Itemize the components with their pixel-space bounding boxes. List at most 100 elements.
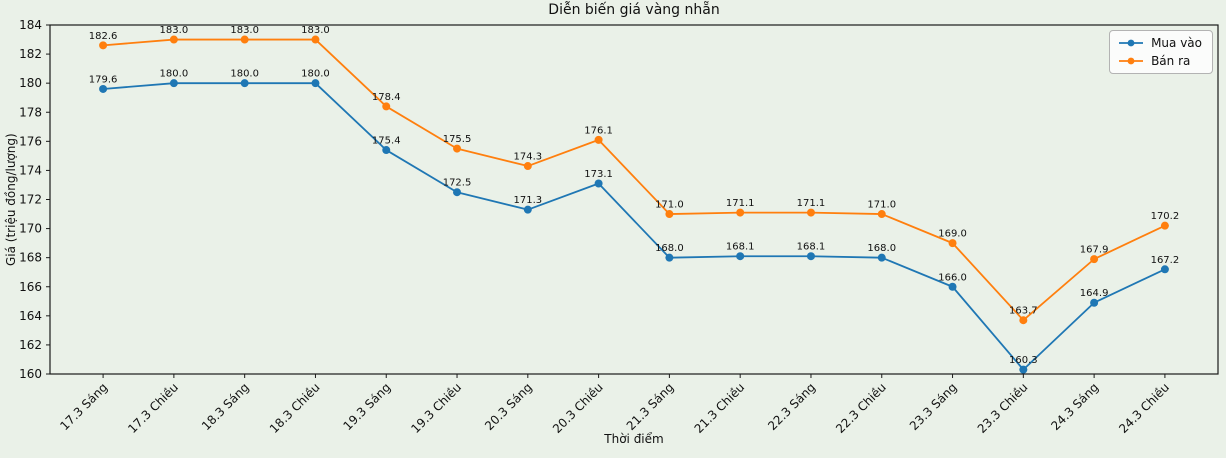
- y-tick-label: 174: [19, 163, 42, 177]
- data-point-label: 183.0: [230, 25, 259, 36]
- data-point: [806, 252, 815, 261]
- data-point-label: 164.9: [1080, 288, 1109, 299]
- x-tick-label: 24.3 Chiều: [1116, 380, 1172, 436]
- data-point-label: 168.0: [867, 243, 896, 254]
- y-tick-label: 178: [19, 105, 42, 119]
- legend-line-marker-icon: [1119, 39, 1144, 47]
- data-point-label: 160.3: [1009, 355, 1038, 366]
- data-point: [1160, 221, 1169, 230]
- y-tick-label: 176: [19, 134, 42, 148]
- y-tick-label: 168: [19, 251, 42, 265]
- x-axis-label: Thời điểm: [604, 432, 664, 446]
- data-point: [948, 239, 957, 248]
- data-point: [99, 41, 108, 50]
- data-point: [453, 188, 462, 197]
- data-point: [594, 135, 603, 144]
- y-tick-label: 172: [19, 193, 42, 207]
- data-point: [1160, 265, 1169, 274]
- plot-area: [50, 25, 1218, 374]
- y-tick-label: 184: [19, 18, 42, 32]
- data-point-label: 171.1: [797, 198, 826, 209]
- y-tick-label: 166: [19, 280, 42, 294]
- data-point-label: 172.5: [443, 178, 472, 189]
- y-tick-label: 182: [19, 47, 42, 61]
- data-point: [311, 35, 320, 44]
- x-tick-label: 23.3 Chiều: [975, 380, 1031, 436]
- x-tick-label: 24.3 Sáng: [1048, 380, 1101, 433]
- y-tick-label: 160: [19, 367, 42, 381]
- data-point-label: 171.3: [513, 195, 542, 206]
- data-point: [169, 79, 178, 88]
- x-tick-label: 22.3 Sáng: [765, 380, 818, 433]
- data-point: [1019, 316, 1028, 325]
- data-point-label: 183.0: [160, 25, 189, 36]
- x-tick-label: 17.3 Sáng: [57, 380, 110, 433]
- data-point: [736, 252, 745, 261]
- x-tick-label: 18.3 Chiều: [267, 380, 323, 436]
- data-point-label: 175.4: [372, 136, 401, 147]
- data-point: [736, 208, 745, 217]
- data-point-label: 173.1: [584, 169, 613, 180]
- data-point-label: 179.6: [89, 74, 118, 85]
- data-point: [240, 35, 249, 44]
- y-tick-label: 170: [19, 222, 42, 236]
- data-point-label: 171.0: [655, 200, 684, 211]
- data-point: [99, 84, 108, 93]
- data-point: [665, 210, 674, 219]
- data-point: [594, 179, 603, 188]
- data-point: [665, 253, 674, 262]
- data-point-label: 170.2: [1151, 211, 1180, 222]
- data-point: [311, 79, 320, 88]
- data-point: [382, 102, 391, 111]
- data-point-label: 163.7: [1009, 306, 1038, 317]
- data-point-label: 167.9: [1080, 245, 1109, 256]
- x-tick-label: 21.3 Sáng: [624, 380, 677, 433]
- data-point-label: 166.0: [938, 272, 967, 283]
- data-point-label: 174.3: [513, 152, 542, 163]
- legend-box: Mua vào Bán ra: [1109, 30, 1213, 74]
- series-line-0: [103, 82, 1166, 371]
- data-point-label: 176.1: [584, 125, 613, 136]
- data-point: [523, 205, 532, 214]
- data-point: [948, 282, 957, 291]
- x-tick-label: 23.3 Sáng: [907, 380, 960, 433]
- data-point: [523, 162, 532, 171]
- data-point: [806, 208, 815, 217]
- data-point: [877, 253, 886, 262]
- data-point: [169, 35, 178, 44]
- data-point-label: 178.4: [372, 92, 401, 103]
- legend-label-mua-vao: Mua vào: [1151, 36, 1202, 50]
- y-tick-label: 180: [19, 76, 42, 90]
- x-tick-label: 19.3 Sáng: [341, 380, 394, 433]
- data-point-label: 168.1: [726, 242, 755, 253]
- data-point: [240, 79, 249, 88]
- data-point: [1090, 255, 1099, 264]
- data-point-label: 168.1: [797, 242, 826, 253]
- x-tick-label: 21.3 Chiều: [692, 380, 748, 436]
- data-point-label: 183.0: [301, 25, 330, 36]
- plot-border: [49, 24, 1219, 375]
- data-point-label: 175.5: [443, 134, 472, 145]
- data-point-label: 168.0: [655, 243, 684, 254]
- data-point-label: 180.0: [230, 69, 259, 80]
- legend-entry-mua-vao: Mua vào: [1118, 36, 1202, 50]
- data-point-label: 171.1: [726, 198, 755, 209]
- data-point-label: 171.0: [867, 200, 896, 211]
- data-point: [382, 146, 391, 155]
- x-tick-label: 20.3 Chiều: [550, 380, 606, 436]
- data-point-label: 182.6: [89, 31, 118, 42]
- x-tick-label: 20.3 Sáng: [482, 380, 535, 433]
- y-tick-label: 164: [19, 309, 42, 323]
- x-tick-label: 17.3 Chiều: [125, 380, 181, 436]
- y-tick-label: 162: [19, 338, 42, 352]
- data-point-label: 169.0: [938, 229, 967, 240]
- data-point-label: 180.0: [301, 69, 330, 80]
- chart-title: Diễn biến giá vàng nhẵn: [548, 2, 720, 18]
- data-point: [453, 144, 462, 153]
- x-tick-label: 18.3 Sáng: [199, 380, 252, 433]
- x-tick-label: 22.3 Chiều: [833, 380, 889, 436]
- data-point: [877, 210, 886, 219]
- data-point-label: 180.0: [160, 69, 189, 80]
- data-point: [1019, 365, 1028, 374]
